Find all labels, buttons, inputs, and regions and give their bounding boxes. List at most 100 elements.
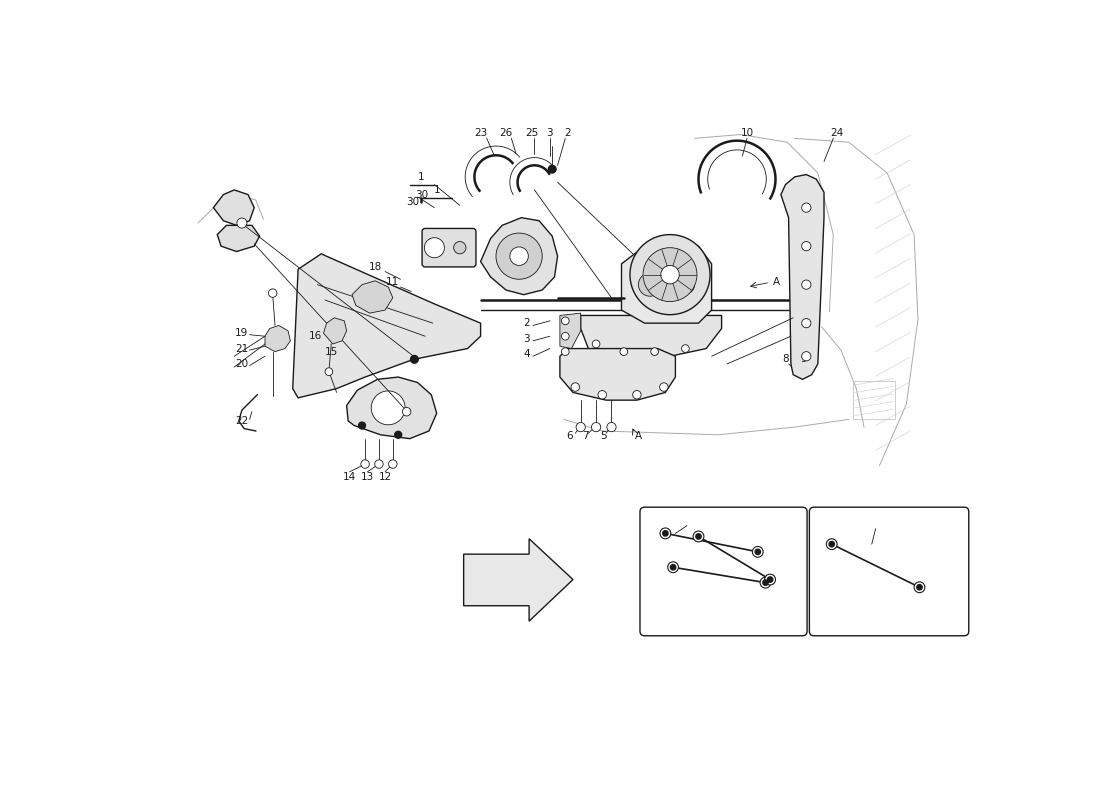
Circle shape [425,238,444,258]
Polygon shape [621,244,712,323]
Circle shape [693,531,704,542]
Circle shape [561,348,569,355]
Circle shape [496,233,542,279]
Text: 10: 10 [740,128,754,138]
Text: 23: 23 [474,128,487,138]
Circle shape [607,422,616,432]
Circle shape [638,273,661,296]
Text: 29: 29 [764,539,779,549]
Circle shape [662,530,668,536]
Text: 5: 5 [601,431,607,442]
Text: 3: 3 [547,128,553,138]
Circle shape [359,422,365,429]
Text: 9: 9 [801,354,807,364]
FancyBboxPatch shape [640,507,807,636]
Text: 15: 15 [324,346,338,357]
Circle shape [644,248,697,302]
Polygon shape [560,349,675,400]
Circle shape [375,460,383,468]
Text: 25: 25 [525,128,538,138]
Text: 22: 22 [235,416,249,426]
Circle shape [509,247,528,266]
Polygon shape [560,313,581,349]
Circle shape [598,390,606,399]
Polygon shape [218,226,260,251]
Text: 20: 20 [235,359,249,369]
Circle shape [914,582,925,593]
Text: 3: 3 [524,334,530,343]
Circle shape [576,422,585,432]
Circle shape [802,203,811,212]
Text: 16: 16 [309,331,322,342]
Text: 2: 2 [524,318,530,328]
Text: 26: 26 [499,128,513,138]
Circle shape [651,348,659,355]
Circle shape [916,585,922,590]
Circle shape [453,242,466,254]
Circle shape [592,422,601,432]
Text: 1: 1 [433,185,440,195]
Text: A: A [635,431,641,442]
Text: 7: 7 [582,431,588,442]
Polygon shape [581,315,722,356]
Circle shape [696,534,701,539]
Circle shape [548,166,557,173]
Circle shape [802,352,811,361]
Circle shape [268,289,277,298]
Circle shape [236,218,246,228]
Circle shape [561,317,569,325]
Circle shape [361,460,370,468]
Text: 27: 27 [869,521,882,530]
Text: 29: 29 [764,582,779,592]
Bar [852,381,895,419]
Circle shape [802,318,811,328]
Polygon shape [481,218,558,294]
Circle shape [632,390,641,399]
Circle shape [755,549,760,554]
Polygon shape [781,174,824,379]
Circle shape [768,577,773,582]
Circle shape [372,391,405,425]
Circle shape [802,242,811,250]
Circle shape [403,407,411,416]
Text: 2: 2 [564,128,571,138]
Circle shape [592,340,600,348]
FancyBboxPatch shape [810,507,969,636]
Circle shape [620,348,628,355]
Circle shape [661,266,680,284]
Text: 14: 14 [343,472,356,482]
Circle shape [395,431,402,438]
Circle shape [826,538,837,550]
Circle shape [571,383,580,391]
Polygon shape [323,318,346,344]
Polygon shape [346,377,437,438]
Circle shape [410,355,418,363]
Text: 8: 8 [782,354,789,364]
Circle shape [670,565,675,570]
Text: 11: 11 [386,278,399,287]
Text: A: A [773,278,780,287]
Polygon shape [293,254,481,398]
Text: 28: 28 [648,521,661,530]
Circle shape [802,280,811,290]
Circle shape [660,528,671,538]
Circle shape [668,562,679,573]
Text: 13: 13 [361,472,374,482]
Circle shape [682,345,690,353]
Polygon shape [352,281,393,313]
Text: 30: 30 [406,198,419,207]
Text: 1: 1 [418,172,425,182]
Circle shape [660,383,668,391]
Circle shape [829,542,835,547]
Circle shape [676,275,695,294]
Circle shape [752,546,763,558]
Circle shape [760,578,771,588]
Text: 24: 24 [830,128,844,138]
Circle shape [762,580,768,586]
Text: 21: 21 [235,343,249,354]
Text: 18: 18 [368,262,382,272]
Circle shape [764,574,776,585]
Text: 30: 30 [415,190,428,199]
Circle shape [630,234,711,314]
Text: 4: 4 [524,349,530,359]
